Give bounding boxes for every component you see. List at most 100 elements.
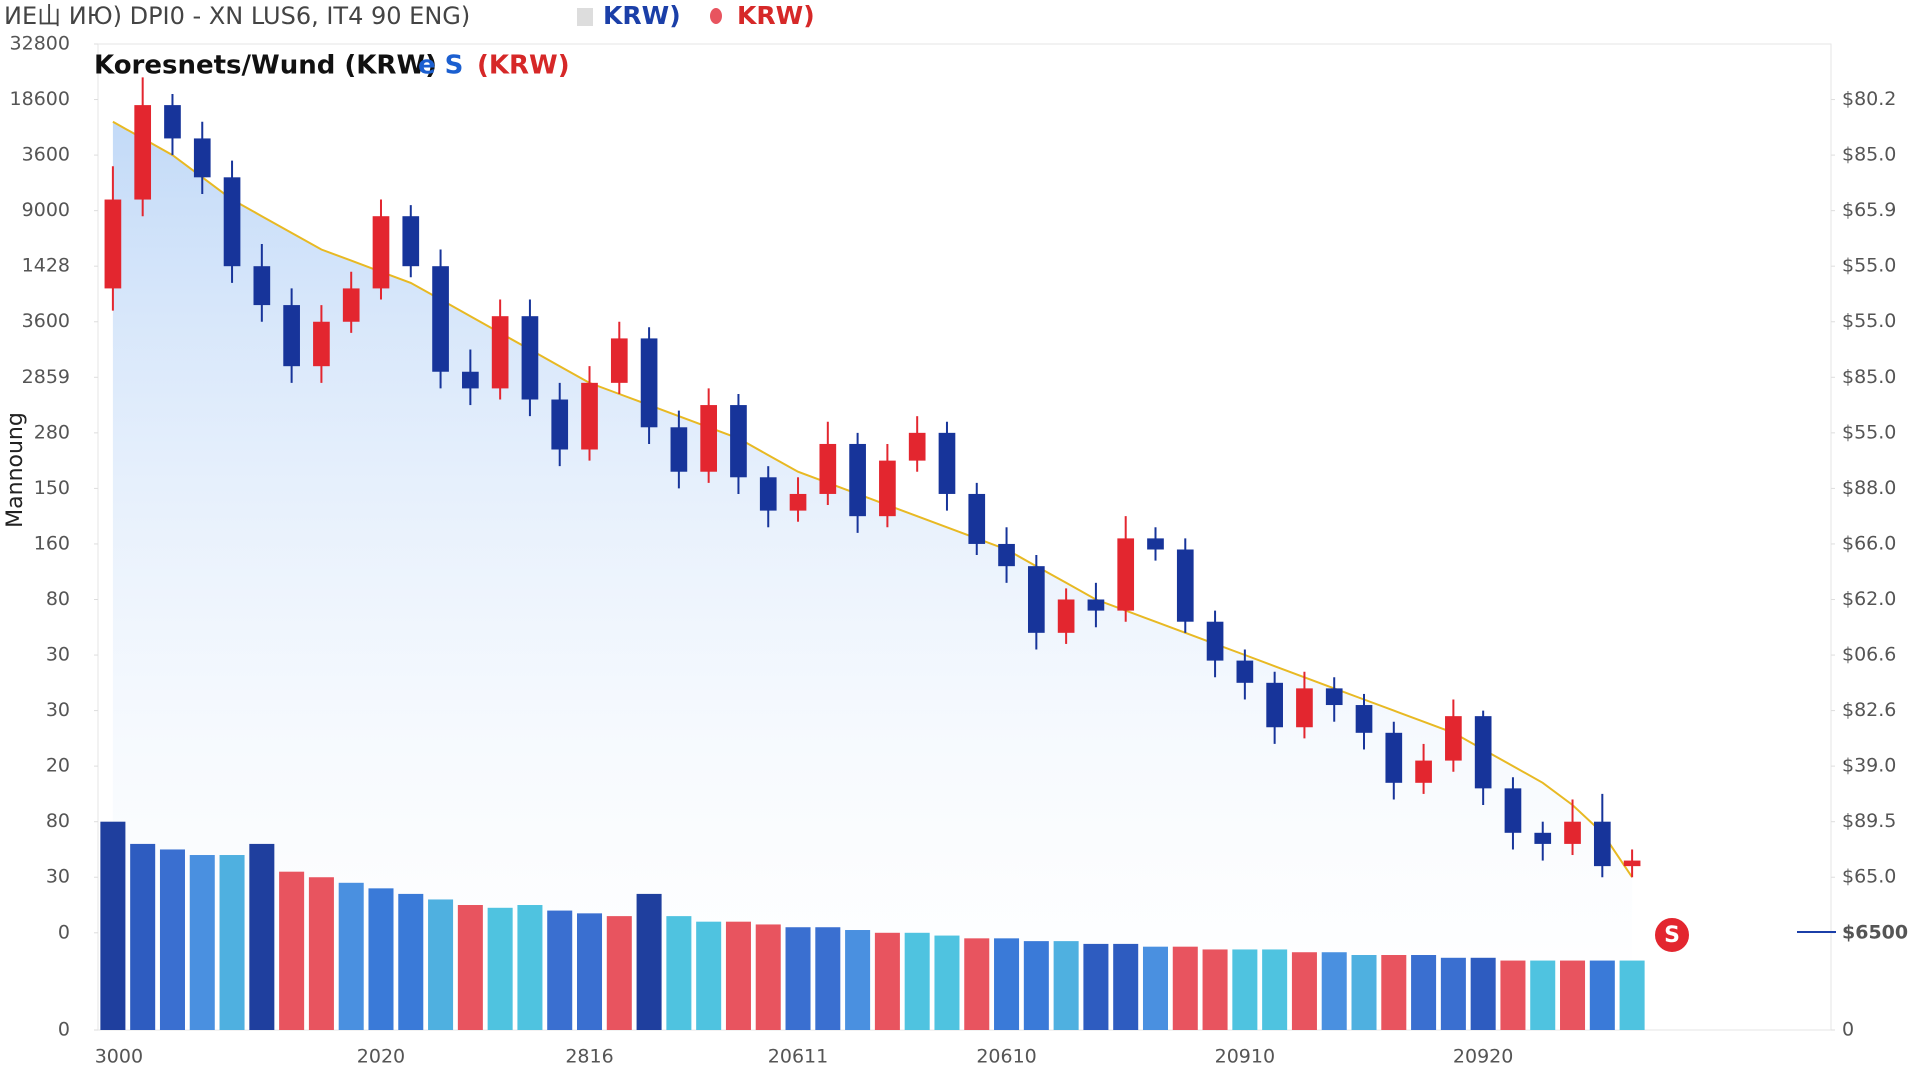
volume-bar — [934, 935, 960, 1030]
volume-bar — [398, 893, 424, 1030]
y2-tick-label: $65.9 — [1842, 199, 1896, 221]
candle-body — [1623, 860, 1641, 867]
volume-bar — [815, 927, 841, 1030]
candle-body — [104, 199, 122, 289]
volume-bar — [159, 849, 185, 1030]
candle-body — [700, 405, 718, 472]
y-tick-label: 80 — [46, 588, 70, 610]
volume-bar — [457, 905, 483, 1030]
candle-body — [1355, 705, 1373, 733]
y2-tick-label: $55.0 — [1842, 421, 1896, 443]
volume-bar — [1053, 941, 1079, 1030]
candle-body — [1147, 538, 1164, 550]
chart-title: Koresnets/Wund (KRW) — [94, 51, 437, 81]
header-text: ИЕ山 ИЮ) DPI0 - ХN LUS6, IT4 90 ENG) — [4, 2, 470, 30]
legend-label: KRW) — [603, 1, 681, 30]
volume-bar — [666, 916, 692, 1030]
candle-body — [849, 443, 866, 517]
candle-body — [223, 177, 241, 267]
y-tick-label: 0 — [58, 921, 70, 943]
volume-bar — [1381, 955, 1407, 1030]
volume-bar — [1083, 943, 1109, 1030]
volume-bar — [696, 921, 722, 1030]
candle-body — [1266, 682, 1283, 728]
candle-body — [1117, 538, 1135, 611]
y-tick-label: 20 — [46, 755, 70, 777]
candle-body — [1415, 760, 1432, 783]
volume-bar — [249, 843, 275, 1030]
x-tick-label: 20910 — [1215, 1046, 1275, 1068]
candle-body — [730, 405, 747, 478]
volume-bar — [755, 924, 781, 1030]
candle-body — [134, 105, 152, 200]
candle-body — [1176, 549, 1194, 622]
candle-body — [253, 266, 271, 306]
candle-body — [1027, 566, 1045, 633]
candle-body — [998, 543, 1015, 567]
y-tick-label: 18600 — [10, 88, 70, 110]
volume-bar — [725, 921, 751, 1030]
legend-swatch — [710, 8, 722, 24]
volume-bar — [1440, 957, 1466, 1030]
candle-body — [610, 338, 628, 383]
volume-bar — [1619, 960, 1645, 1030]
volume-bar — [845, 930, 871, 1030]
y-tick-label: 32800 — [10, 33, 70, 55]
title-currency: (KRW) — [477, 51, 570, 81]
candle-body — [283, 305, 300, 367]
candle-body — [1534, 832, 1552, 844]
candle-body — [491, 316, 509, 389]
x-tick-label: 2816 — [565, 1046, 613, 1068]
candle-body — [879, 460, 896, 517]
candle-body — [670, 427, 688, 472]
candle-body — [342, 288, 360, 322]
candle-body — [551, 399, 569, 450]
x-tick-label: 3000 — [95, 1046, 143, 1068]
volume-bar — [100, 821, 126, 1030]
y-tick-label: 30 — [46, 699, 70, 721]
candle-body — [313, 321, 330, 367]
volume-bar — [636, 893, 662, 1030]
candle-body — [1504, 788, 1522, 833]
legend-label: KRW) — [737, 1, 815, 30]
candle-body — [402, 216, 420, 267]
y-tick-label: 2859 — [22, 366, 70, 388]
y2-tick-label: $39.0 — [1842, 755, 1896, 777]
y2-tick-label: $89.5 — [1842, 810, 1896, 832]
volume-bar — [1113, 943, 1139, 1030]
volume-bar — [1202, 949, 1228, 1030]
volume-bar — [1411, 955, 1437, 1030]
title-symbol: e S — [418, 51, 463, 81]
y-axis-title: Mannoung — [3, 412, 28, 528]
legend-swatch — [577, 8, 593, 26]
y2-tick-label: $06.6 — [1842, 644, 1896, 666]
candle-body — [1206, 621, 1224, 661]
volume-bar — [1321, 952, 1347, 1030]
volume-bar — [1470, 957, 1496, 1030]
y2-tick-label: $65.0 — [1842, 866, 1896, 888]
volume-bar — [904, 932, 930, 1030]
y-tick-label: 0 — [58, 1019, 70, 1041]
y2-tick-label: $80.2 — [1842, 88, 1896, 110]
volume-bar — [1291, 952, 1317, 1030]
y-tick-label: 3600 — [22, 310, 70, 332]
volume-bar — [1589, 960, 1615, 1030]
volume-bar — [487, 907, 513, 1030]
candle-body — [1296, 688, 1313, 728]
candle-body — [1564, 821, 1581, 844]
y-tick-label: 30 — [46, 644, 70, 666]
volume-bar — [1351, 955, 1377, 1030]
volume-bar — [428, 899, 454, 1030]
candle-body — [908, 432, 926, 461]
x-tick-label: 20920 — [1453, 1046, 1513, 1068]
candle-body — [521, 316, 539, 400]
marker — [1653, 916, 1691, 954]
candle-body — [1445, 716, 1462, 761]
candle-body — [938, 432, 956, 494]
volume-bar — [1530, 960, 1556, 1030]
y-tick-label: 1428 — [22, 255, 70, 277]
y2-tick-label: $55.0 — [1842, 310, 1896, 332]
y2-tick-label: $85.0 — [1842, 366, 1896, 388]
y2-tick-label: $82.6 — [1842, 699, 1896, 721]
